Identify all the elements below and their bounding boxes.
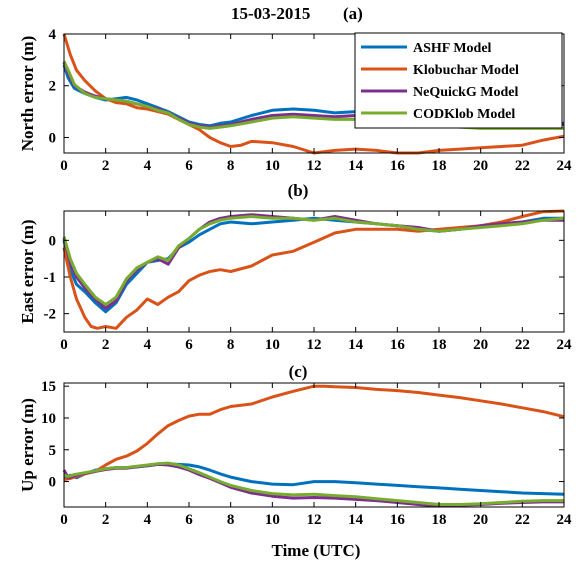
series-line-codklob-model (62, 215, 565, 306)
x-tick-label: 18 (432, 512, 447, 528)
x-tick-label: 18 (432, 337, 447, 353)
x-tick-label: 4 (144, 337, 152, 353)
legend-label-nequickg-model: NeQuickG Model (413, 85, 518, 100)
x-tick-label: 20 (473, 158, 488, 174)
x-tick-label: 6 (185, 512, 193, 528)
x-tick-label: 0 (60, 158, 68, 174)
x-tick-label: 4 (144, 512, 152, 528)
panel-b-label: (b) (288, 181, 309, 200)
x-tick-label: 12 (307, 512, 322, 528)
x-tick-label: 10 (265, 158, 280, 174)
x-tick-label: 18 (432, 158, 447, 174)
legend-label-ashf-model: ASHF Model (413, 41, 492, 56)
x-tick-label: 8 (227, 512, 235, 528)
x-tick-label: 8 (227, 158, 235, 174)
x-tick-label: 2 (102, 512, 110, 528)
panel-a-label: (a) (343, 4, 363, 23)
x-tick-label: 20 (473, 512, 488, 528)
x-tick-label: 10 (265, 337, 280, 353)
x-tick-label: 4 (144, 158, 152, 174)
y-tick-label: -2 (44, 307, 57, 323)
x-tick-label: 22 (515, 158, 530, 174)
x-tick-label: 8 (227, 337, 235, 353)
series-line-klobuchar-model (62, 209, 565, 330)
x-tick-label: 24 (557, 512, 573, 528)
y-tick-label: 0 (49, 475, 57, 491)
x-tick-label: 0 (60, 512, 68, 528)
x-tick-label: 12 (307, 337, 322, 353)
y-tick-label: 5 (49, 443, 57, 459)
y-tick-label: 0 (49, 233, 57, 249)
x-tick-label: 14 (348, 337, 364, 353)
y-tick-label: 2 (49, 79, 57, 95)
x-tick-label: 20 (473, 337, 488, 353)
y-axis-label: East error (m) (18, 219, 37, 323)
y-tick-label: 4 (49, 27, 57, 43)
x-tick-label: 22 (515, 512, 530, 528)
x-tick-label: 6 (185, 337, 193, 353)
series-line-codklob-model (63, 461, 564, 506)
x-tick-label: 16 (390, 512, 406, 528)
series-line-ashf-model (63, 462, 565, 496)
series-line-klobuchar-model (62, 33, 565, 155)
legend-label-codklob-model: CODKlob Model (413, 107, 515, 122)
series-line-nequickg-model (62, 462, 564, 508)
y-tick-label: 10 (41, 411, 56, 427)
figure-title: 15-03-2015 (231, 4, 310, 23)
x-tick-label: 0 (60, 337, 68, 353)
y-tick-label: 15 (41, 379, 56, 395)
x-tick-label: 16 (390, 158, 406, 174)
y-axis-label: Up error (m) (18, 398, 37, 492)
x-axis-label: Time (UTC) (272, 541, 361, 560)
x-tick-label: 16 (390, 337, 406, 353)
x-tick-label: 24 (557, 337, 573, 353)
x-tick-label: 24 (557, 158, 573, 174)
x-tick-label: 14 (348, 512, 364, 528)
y-tick-label: -1 (44, 270, 57, 286)
x-tick-label: 22 (515, 337, 530, 353)
x-tick-label: 10 (265, 512, 280, 528)
series-line-nequickg-model (62, 213, 564, 310)
panel-c-label: (c) (289, 362, 308, 381)
y-tick-label: 0 (49, 130, 57, 146)
legend-label-klobuchar-model: Klobuchar Model (413, 63, 519, 78)
legend: ASHF Model Klobuchar Model NeQuickG Model C… (354, 32, 563, 129)
x-tick-label: 2 (102, 337, 110, 353)
x-tick-label: 14 (348, 158, 364, 174)
x-tick-label: 12 (307, 158, 322, 174)
series-line-klobuchar-model (63, 384, 565, 482)
x-tick-label: 2 (102, 158, 110, 174)
x-tick-label: 6 (185, 158, 193, 174)
y-axis-label: North error (m) (18, 36, 37, 152)
